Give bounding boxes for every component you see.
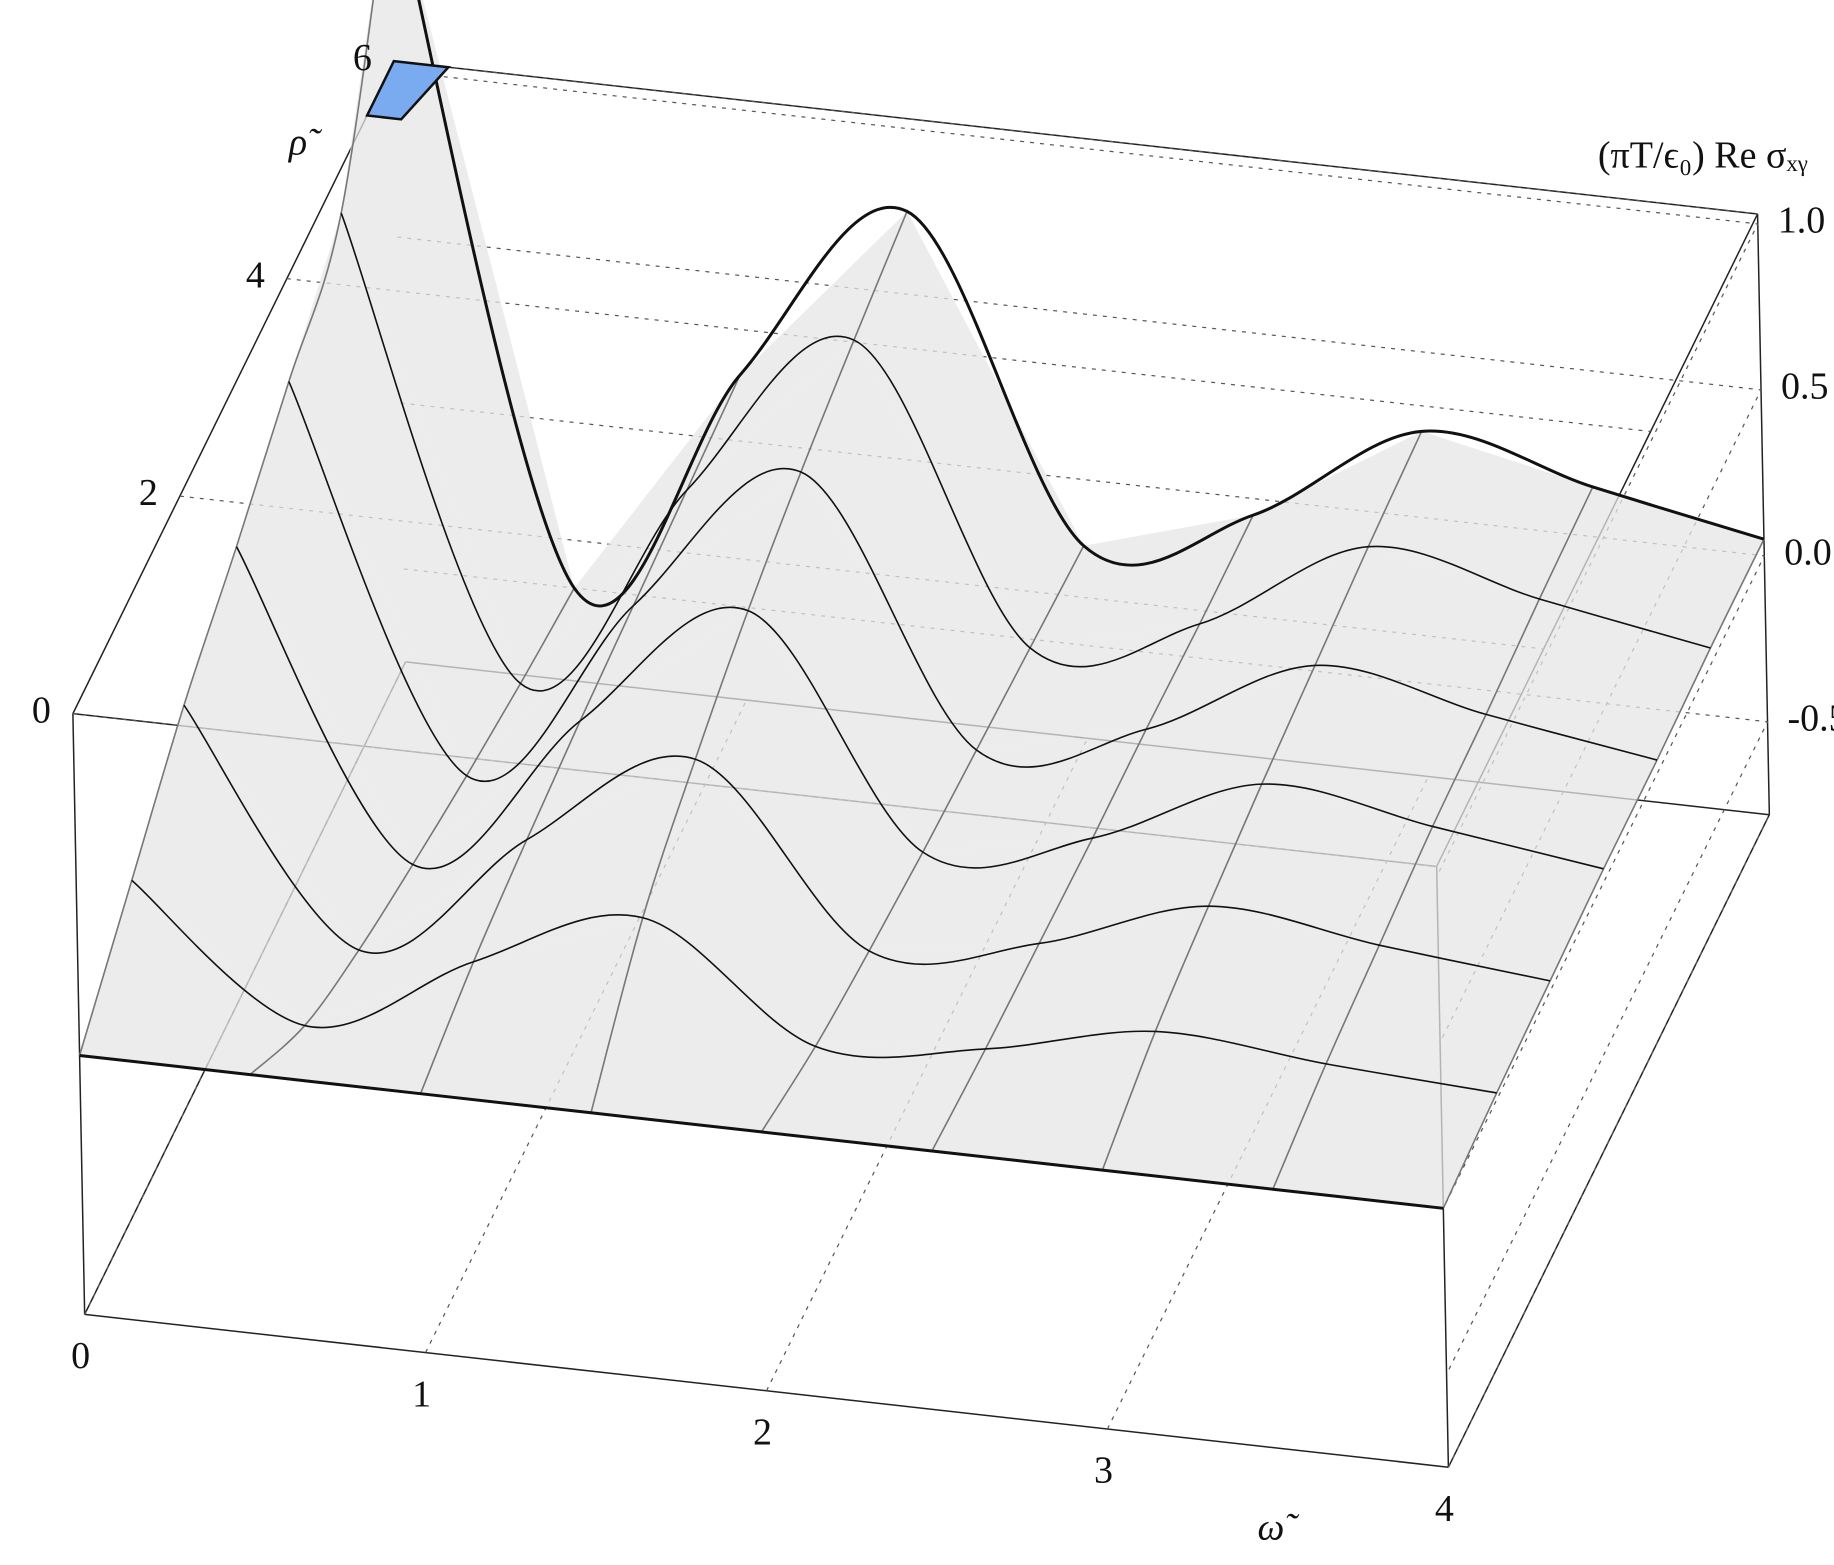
surface-cell xyxy=(358,720,581,951)
surface-cell xyxy=(748,472,977,853)
surface-cell xyxy=(761,1046,986,1151)
grid-line xyxy=(286,278,1651,433)
x-axis-label: ω̃ xyxy=(1257,1507,1300,1549)
surface-cell xyxy=(1039,784,1262,944)
surface xyxy=(78,0,1765,1210)
x-tick-label: 3 xyxy=(1094,1450,1113,1492)
surface-cell xyxy=(1199,431,1422,624)
surface-cell xyxy=(590,917,816,1132)
surface-cell xyxy=(633,340,854,606)
grid-line xyxy=(400,402,1766,1209)
surface-cell xyxy=(1155,906,1380,1064)
surface-cell xyxy=(853,211,1084,648)
y-tick-label: 0 xyxy=(32,689,51,731)
surface-cell xyxy=(985,906,1209,1049)
surface-cell xyxy=(1368,431,1593,600)
surface-cell xyxy=(420,917,643,1113)
surface-cell xyxy=(236,381,467,865)
grid-line xyxy=(393,60,1758,215)
box-edge xyxy=(1756,213,1771,815)
surface-cell xyxy=(815,943,1040,1049)
surface-cell xyxy=(642,759,870,1047)
grid-line xyxy=(393,70,1759,877)
surface-cell xyxy=(520,374,741,684)
x-tick-label: 2 xyxy=(753,1412,772,1454)
surface-cell xyxy=(922,729,1147,853)
grid-line xyxy=(1447,814,1770,1468)
surface-cell xyxy=(1272,1063,1497,1209)
surface-cell xyxy=(580,472,801,721)
surface-cell xyxy=(1208,784,1433,946)
surface-cell xyxy=(526,610,749,840)
surface-cell xyxy=(466,490,687,776)
mesh-line xyxy=(79,1053,1444,1210)
y-axis-label: ρ̃ xyxy=(288,122,323,164)
surface-cell xyxy=(79,880,305,1075)
surface-cell xyxy=(1102,1031,1327,1190)
surface-cell xyxy=(1539,486,1764,648)
mesh-line xyxy=(183,704,1551,982)
mesh-line xyxy=(417,0,1765,608)
grid-line xyxy=(403,568,1769,1375)
z-tick-label: -0.5 xyxy=(1788,698,1834,740)
surface-cell xyxy=(976,623,1200,751)
surface-cell xyxy=(250,961,474,1094)
surface-cell xyxy=(800,340,1031,751)
surface-cell xyxy=(695,610,923,951)
z-tick-label: 0.5 xyxy=(1781,366,1829,408)
surface-cell xyxy=(1326,945,1551,1093)
x-tick-label: 0 xyxy=(71,1335,90,1377)
surface-cell xyxy=(1146,546,1369,730)
box-edge xyxy=(72,713,86,1315)
surface-cell xyxy=(1092,665,1315,839)
mesh-line xyxy=(131,879,1497,1094)
y-tick-label: 4 xyxy=(246,254,265,296)
y-tick-label: 2 xyxy=(139,472,158,514)
surface-cell xyxy=(931,1031,1156,1171)
surface-cell xyxy=(1486,599,1711,761)
surface-cell xyxy=(473,759,696,962)
mesh-line xyxy=(288,381,1658,783)
mesh-line xyxy=(235,546,1604,870)
surface-cell xyxy=(1432,714,1658,869)
surface-cell xyxy=(288,213,521,776)
surface-cell xyxy=(869,838,1093,951)
mesh-line xyxy=(1442,538,1765,1209)
mesh-line xyxy=(340,212,1711,692)
surface-cell xyxy=(1379,826,1604,981)
box-edge xyxy=(72,60,395,714)
x-tick-label: 4 xyxy=(1435,1488,1454,1530)
grid-line xyxy=(397,236,1762,1043)
surface-cell xyxy=(131,705,359,1026)
clipped-top xyxy=(365,59,451,121)
y-tick-label: 6 xyxy=(353,37,372,79)
mesh-line xyxy=(78,0,375,1056)
surface-cell xyxy=(341,0,575,684)
z-axis-label: (πT/ϵ₀) Re σₓᵧ xyxy=(1598,135,1808,177)
surface-cell xyxy=(1261,665,1487,827)
z-tick-label: 1.0 xyxy=(1778,200,1826,242)
z-tick-label: 0.0 xyxy=(1784,532,1832,574)
x-tick-label: 1 xyxy=(412,1373,431,1415)
surface-cell xyxy=(183,546,413,951)
surface-cell xyxy=(412,605,634,865)
